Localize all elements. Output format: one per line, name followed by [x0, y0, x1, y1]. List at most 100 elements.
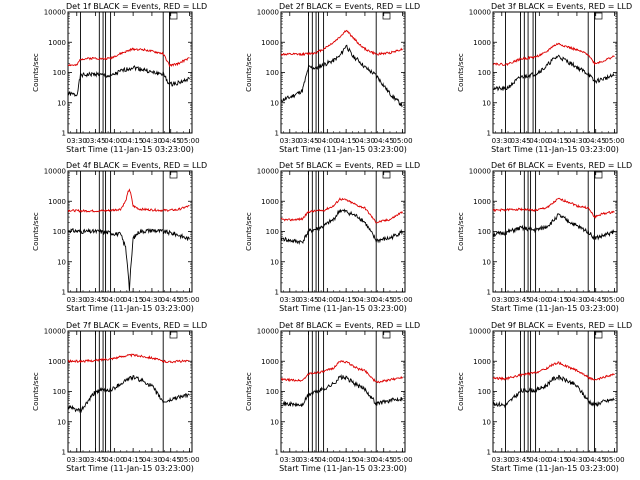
y-axis-label: Counts/sec [457, 212, 465, 251]
x-tick-label: 04:30 [355, 137, 375, 145]
x-tick-label: 04:00 [317, 137, 337, 145]
y-tick-label: 100 [266, 388, 279, 396]
x-tick-label: 04:15 [336, 456, 356, 464]
legend-box [594, 171, 603, 179]
y-tick-label: 10000 [44, 9, 66, 17]
x-tick-label: 04:15 [123, 137, 143, 145]
y-tick-label: 1 [62, 449, 66, 457]
x-axis-label: Start Time (11-Jan-15 03:23:00) [279, 304, 407, 313]
y-tick-label: 100 [53, 69, 66, 77]
x-tick-label: 04:00 [104, 456, 124, 464]
x-tick-label: 04:45 [374, 296, 394, 304]
y-axis-label: Counts/sec [32, 212, 40, 251]
y-tick-label: 1 [487, 289, 491, 297]
legend-box [382, 12, 391, 20]
y-axis-label: Counts/sec [245, 212, 253, 251]
x-tick-label: 03:45 [298, 137, 318, 145]
lld-series-line [281, 197, 403, 224]
y-tick-label: 1000 [261, 39, 279, 47]
legend-box [382, 171, 391, 179]
x-tick-label: 04:00 [529, 456, 549, 464]
y-tick-label: 10000 [257, 328, 279, 336]
x-tick-label: 03:45 [85, 456, 105, 464]
y-tick-label: 1000 [473, 198, 491, 206]
plot-frame [67, 330, 193, 453]
x-tick-label: 04:15 [123, 296, 143, 304]
x-tick-label: 03:45 [510, 296, 530, 304]
x-tick-label: 05:00 [392, 456, 412, 464]
legend-box [169, 331, 178, 339]
y-axis-label: Counts/sec [32, 53, 40, 92]
events-series-line [281, 374, 403, 408]
x-tick-label: 03:45 [298, 456, 318, 464]
x-tick-label: 04:00 [529, 137, 549, 145]
x-tick-label: 04:30 [142, 456, 162, 464]
y-tick-label: 1000 [473, 358, 491, 366]
events-series-line [281, 44, 403, 108]
events-series-line [493, 213, 615, 241]
y-tick-label: 100 [478, 69, 491, 77]
panel-title: Det 9f BLACK = Events, RED = LLD [491, 321, 632, 330]
y-tick-label: 10000 [44, 328, 66, 336]
y-axis-label: Counts/sec [457, 372, 465, 411]
y-tick-label: 1000 [48, 198, 66, 206]
lld-series-line [68, 188, 190, 213]
y-tick-label: 10000 [469, 9, 491, 17]
plot-frame [280, 170, 406, 293]
y-tick-label: 100 [53, 228, 66, 236]
y-axis-label: Counts/sec [245, 53, 253, 92]
y-tick-label: 1 [487, 449, 491, 457]
x-tick-label: 04:15 [336, 137, 356, 145]
x-tick-label: 03:30 [280, 456, 300, 464]
y-tick-label: 10 [57, 418, 66, 426]
x-tick-label: 04:15 [548, 296, 568, 304]
y-tick-label: 100 [478, 388, 491, 396]
x-tick-label: 04:45 [161, 456, 181, 464]
x-tick-label: 04:15 [123, 456, 143, 464]
x-tick-label: 04:30 [567, 456, 587, 464]
x-axis-label: Start Time (11-Jan-15 03:23:00) [66, 145, 194, 154]
x-tick-label: 04:30 [355, 456, 375, 464]
y-tick-label: 10 [482, 418, 491, 426]
y-tick-label: 10000 [44, 168, 66, 176]
panel-title: Det 3f BLACK = Events, RED = LLD [491, 2, 632, 11]
y-tick-label: 1000 [473, 39, 491, 47]
panel-title: Det 1f BLACK = Events, RED = LLD [66, 2, 207, 11]
panel-6: Det 6f BLACK = Events, RED = LLD 1 10 100 10… [457, 161, 632, 313]
legend-box [169, 12, 178, 20]
lld-series-line [493, 361, 615, 381]
x-tick-label: 03:45 [85, 296, 105, 304]
x-tick-label: 04:00 [104, 296, 124, 304]
x-axis-label: Start Time (11-Jan-15 03:23:00) [491, 145, 619, 154]
x-tick-label: 04:45 [586, 456, 606, 464]
x-tick-label: 04:30 [567, 296, 587, 304]
panel-4: Det 4f BLACK = Events, RED = LLD 1 10 100 10… [32, 161, 207, 313]
x-tick-label: 03:30 [67, 296, 87, 304]
y-tick-label: 100 [53, 388, 66, 396]
y-tick-label: 10 [270, 258, 279, 266]
legend-box [594, 331, 603, 339]
plot-frame [280, 330, 406, 453]
events-series-line [68, 65, 190, 97]
y-tick-label: 100 [266, 228, 279, 236]
y-axis-label: Counts/sec [457, 53, 465, 92]
legend-box [594, 12, 603, 20]
y-axis-label: Counts/sec [32, 372, 40, 411]
x-tick-label: 04:45 [374, 456, 394, 464]
lld-series-line [281, 29, 403, 57]
y-tick-label: 10 [270, 99, 279, 107]
x-tick-label: 04:45 [374, 137, 394, 145]
x-tick-label: 03:45 [298, 296, 318, 304]
y-tick-label: 10000 [469, 168, 491, 176]
panel-title: Det 8f BLACK = Events, RED = LLD [279, 321, 420, 330]
y-tick-label: 10 [482, 99, 491, 107]
y-tick-label: 1 [275, 289, 279, 297]
x-tick-label: 05:00 [179, 456, 199, 464]
x-tick-label: 03:45 [510, 456, 530, 464]
x-tick-label: 04:30 [567, 137, 587, 145]
panel-title: Det 2f BLACK = Events, RED = LLD [279, 2, 420, 11]
x-tick-label: 05:00 [392, 137, 412, 145]
x-tick-label: 04:45 [586, 137, 606, 145]
y-tick-label: 100 [478, 228, 491, 236]
panel-title: Det 7f BLACK = Events, RED = LLD [66, 321, 207, 330]
